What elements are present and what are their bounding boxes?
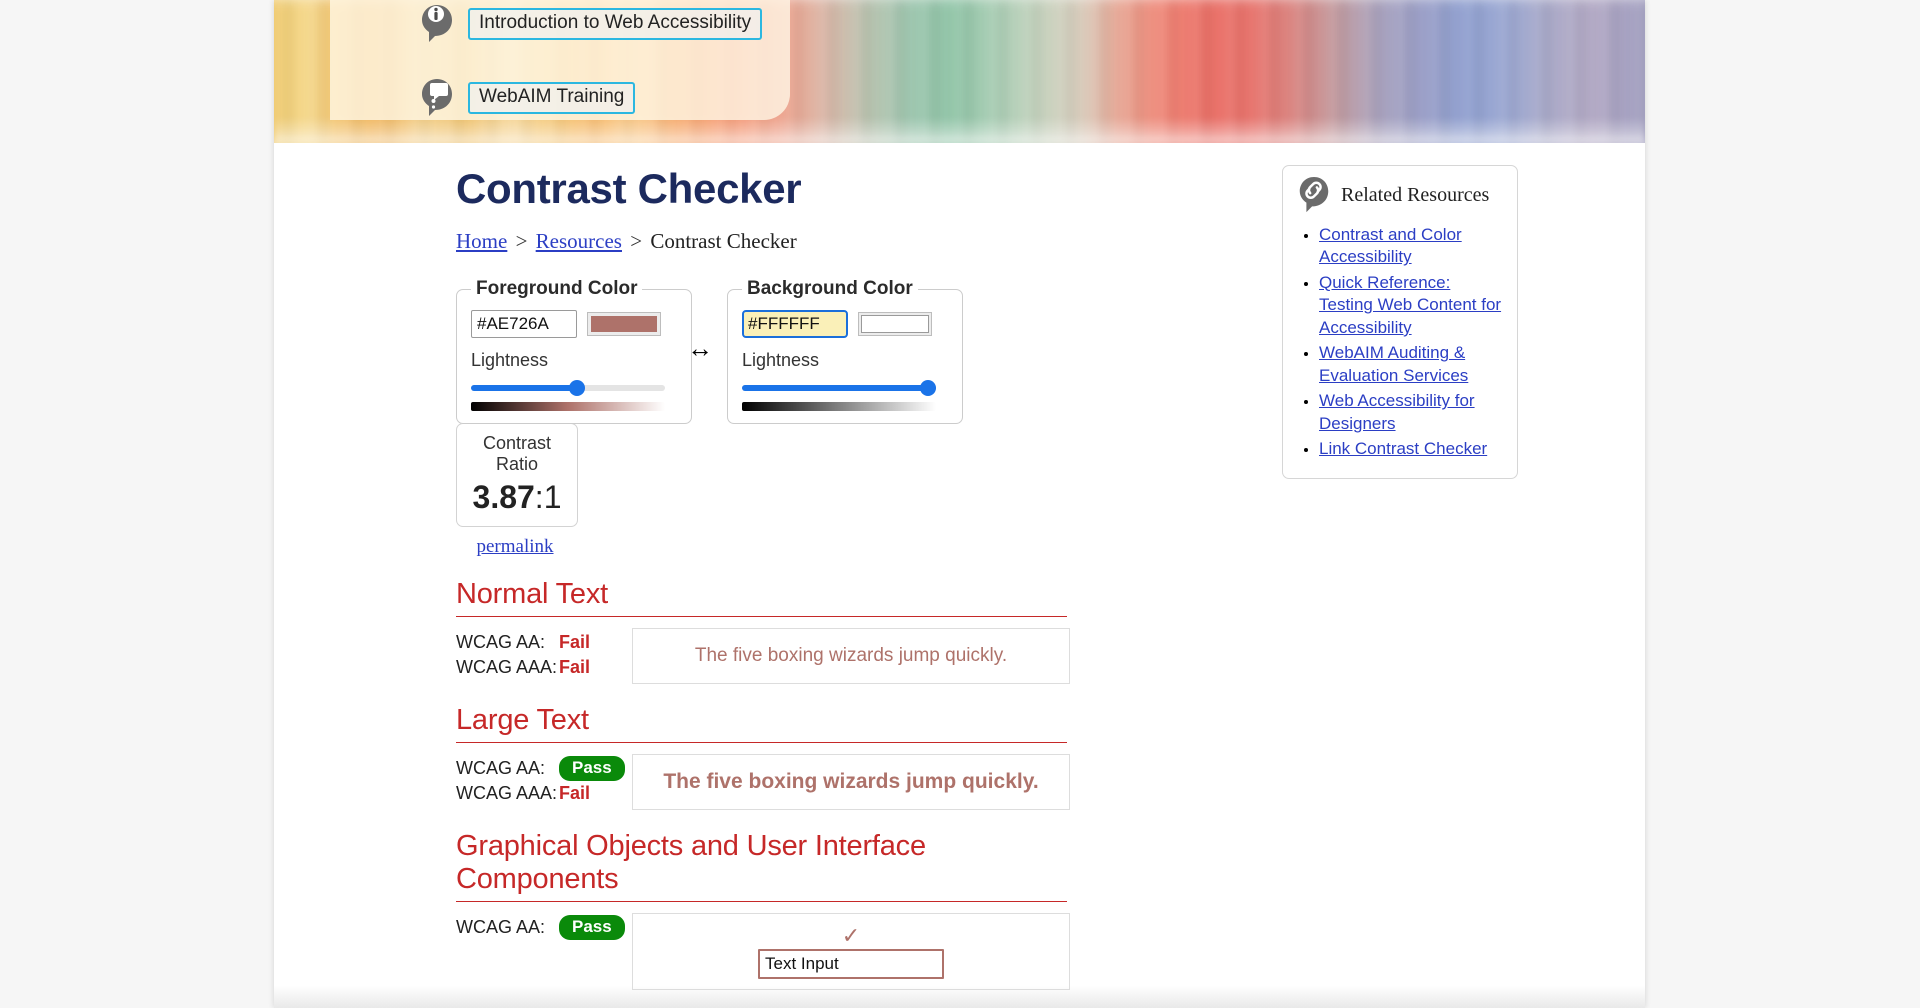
foreground-lightness-label: Lightness <box>471 350 549 370</box>
background-slider-fill <box>742 385 936 391</box>
result-heading-normal-text: Normal Text <box>456 578 1067 617</box>
background-swatch[interactable] <box>858 312 932 336</box>
result-section-normal-text: Normal Text WCAG AA: Fail WCAG AAA: Fail <box>456 578 1208 684</box>
related-link[interactable]: Quick Reference: Testing Web Content for… <box>1319 272 1502 337</box>
criterion-label: WCAG AA: <box>456 632 546 652</box>
list-item: Web Accessibility for Designers <box>1319 390 1503 435</box>
list-item: Link Contrast Checker <box>1319 438 1503 460</box>
result-body-large-text: WCAG AA: Pass WCAG AAA: Fail The five bo… <box>456 754 1208 810</box>
criterion-label: WCAG AAA: <box>456 657 558 677</box>
breadcrumb-link-home[interactable]: Home <box>456 229 508 253</box>
foreground-lightness-slider[interactable] <box>471 380 665 396</box>
status-badge: Fail <box>559 657 591 677</box>
list-item: Contrast and Color Accessibility <box>1319 224 1503 269</box>
status-badge: Pass <box>559 915 625 940</box>
breadcrumb-current: Contrast Checker <box>650 229 797 253</box>
foreground-swatch[interactable] <box>587 312 661 336</box>
background-legend: Background Color <box>747 278 913 299</box>
background-lightness-label: Lightness <box>742 350 820 370</box>
criteria-list-graphical: WCAG AA: Pass <box>456 913 632 990</box>
related-link[interactable]: Contrast and Color Accessibility <box>1319 225 1462 267</box>
info-head-icon <box>422 5 452 42</box>
hero-banner: Introduction to Web Accessibility WebAIM… <box>274 0 1645 143</box>
link-head-icon <box>1299 176 1329 213</box>
foreground-color-panel: Foreground Color Lightness <box>456 278 692 424</box>
criterion-row: WCAG AA: Pass <box>456 915 632 940</box>
foreground-gradient-bar <box>471 402 665 411</box>
swap-horizontal-arrow-icon: ↔ <box>687 333 713 363</box>
contrast-ratio-card: Contrast Ratio 3.87:1 <box>456 423 578 527</box>
menu-item-training[interactable]: WebAIM Training <box>420 78 636 118</box>
breadcrumb-separator-2: > <box>630 229 643 253</box>
banner-menu-panel: Introduction to Web Accessibility WebAIM… <box>330 0 790 120</box>
foreground-hex-input[interactable] <box>471 310 577 338</box>
result-body-normal-text: WCAG AA: Fail WCAG AAA: Fail The five bo… <box>456 628 1208 684</box>
related-link[interactable]: Link Contrast Checker <box>1319 439 1488 459</box>
foreground-input-row <box>471 310 677 338</box>
checkmark-icon: ✓ <box>841 922 861 948</box>
menu-item-intro[interactable]: Introduction to Web Accessibility <box>420 4 763 44</box>
foreground-slider-thumb[interactable] <box>568 380 585 396</box>
status-badge: Pass <box>559 756 625 781</box>
background-slider-thumb[interactable] <box>920 380 936 396</box>
contrast-ratio-value: 3.87:1 <box>463 479 571 516</box>
menu-item-training-label[interactable]: WebAIM Training <box>468 81 636 115</box>
contrast-ratio-label: Contrast Ratio <box>482 433 552 474</box>
criterion-label: WCAG AA: <box>456 917 546 937</box>
related-resources-list: Contrast and Color Accessibility Quick R… <box>1297 224 1503 461</box>
criterion-row: WCAG AA: Pass <box>456 756 632 781</box>
background-lightness-slider[interactable] <box>742 380 936 396</box>
foreground-legend: Foreground Color <box>476 278 638 299</box>
related-resources-header: Related Resources <box>1297 176 1503 214</box>
permalink-link[interactable]: permalink <box>476 536 554 557</box>
breadcrumb-link-resources[interactable]: Resources <box>535 229 622 253</box>
contrast-ratio-number: 3.87 <box>472 479 535 515</box>
background-hex-input[interactable] <box>742 310 848 338</box>
menu-item-intro-label[interactable]: Introduction to Web Accessibility <box>468 7 763 41</box>
result-section-large-text: Large Text WCAG AA: Pass WCAG AAA: Fail <box>456 704 1208 810</box>
background-gradient-bar <box>742 402 936 411</box>
breadcrumb-separator-1: > <box>515 229 528 253</box>
permalink-wrap: permalink <box>456 536 574 558</box>
swap-colors-button[interactable]: ↔ <box>682 335 718 361</box>
speech-head-icon <box>422 79 452 116</box>
page-sheet: Introduction to Web Accessibility WebAIM… <box>274 0 1645 1008</box>
criterion-row: WCAG AAA: Fail <box>456 655 632 680</box>
main-column: Contrast Checker Home > Resources > Cont… <box>456 143 1208 990</box>
related-link[interactable]: WebAIM Auditing & Evaluation Services <box>1319 343 1469 385</box>
criterion-row: WCAG AA: Fail <box>456 630 632 655</box>
demo-text-input[interactable] <box>758 948 944 979</box>
list-item: Quick Reference: Testing Web Content for… <box>1319 272 1503 339</box>
criteria-list-normal-text: WCAG AA: Fail WCAG AAA: Fail <box>456 628 632 684</box>
related-resources-panel: Related Resources Contrast and Color Acc… <box>1282 165 1518 479</box>
criterion-label: WCAG AAA: <box>456 783 558 803</box>
foreground-slider-fill <box>471 385 578 391</box>
status-badge: Fail <box>559 632 591 652</box>
breadcrumb: Home > Resources > Contrast Checker <box>456 229 1208 254</box>
sample-text-normal: The five boxing wizards jump quickly. <box>632 628 1070 684</box>
contrast-ratio-suffix: :1 <box>534 479 562 515</box>
banner-bottom-fade <box>274 117 1645 143</box>
color-pickers: Foreground Color Lightness <box>456 278 1208 424</box>
background-input-row <box>742 310 948 338</box>
result-heading-large-text: Large Text <box>456 704 1067 743</box>
result-body-graphical-objects: WCAG AA: Pass ✓ <box>456 913 1208 990</box>
related-link[interactable]: Web Accessibility for Designers <box>1319 391 1475 433</box>
sample-text-large: The five boxing wizards jump quickly. <box>632 754 1070 810</box>
sample-graphical-objects: ✓ <box>632 913 1070 990</box>
result-section-graphical-objects: Graphical Objects and User Interface Com… <box>456 830 1208 990</box>
criterion-label: WCAG AA: <box>456 758 546 778</box>
related-resources-title: Related Resources <box>1341 183 1490 206</box>
criterion-row: WCAG AAA: Fail <box>456 781 632 806</box>
result-heading-graphical-objects: Graphical Objects and User Interface Com… <box>456 830 1067 902</box>
page-title: Contrast Checker <box>456 165 802 212</box>
criteria-list-large-text: WCAG AA: Pass WCAG AAA: Fail <box>456 754 632 810</box>
background-color-panel: Background Color Lightness <box>727 278 963 424</box>
list-item: WebAIM Auditing & Evaluation Services <box>1319 342 1503 387</box>
status-badge: Fail <box>559 783 591 803</box>
